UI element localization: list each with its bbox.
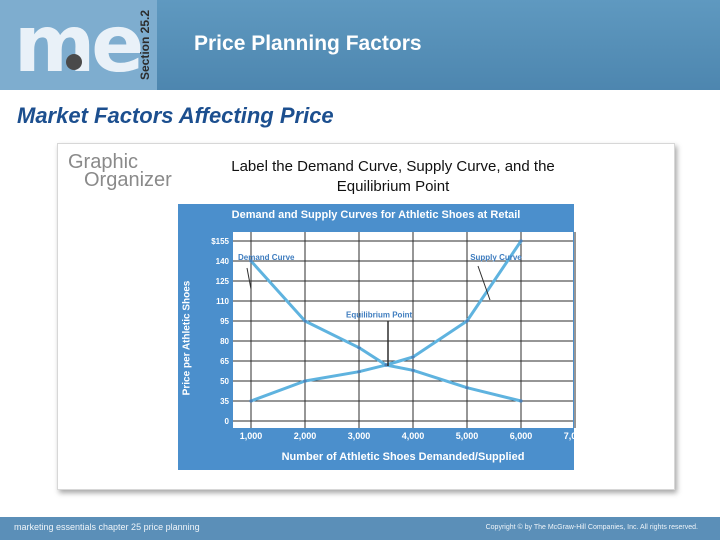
annotation-label: Demand Curve bbox=[238, 253, 295, 262]
supply-leader-line bbox=[477, 265, 491, 301]
footer-copyright: Copyright © by The McGraw-Hill Companies… bbox=[485, 524, 698, 531]
x-tick-label: 1,000 bbox=[240, 431, 263, 441]
logo-dot-icon bbox=[66, 54, 82, 70]
logo-text: me bbox=[14, 0, 144, 90]
logo: me bbox=[0, 0, 157, 90]
x-tick-label: 4,000 bbox=[402, 431, 425, 441]
organizer-label-line2: Organizer bbox=[84, 169, 172, 191]
y-tick-label: 35 bbox=[220, 397, 229, 406]
x-tick-label: 3,000 bbox=[348, 431, 371, 441]
y-tick-label: 110 bbox=[216, 297, 229, 306]
supply-point bbox=[384, 363, 388, 367]
annotation-label: Equilibrium Point bbox=[346, 310, 413, 319]
x-axis-title: Number of Athletic Shoes Demanded/Suppli… bbox=[281, 451, 525, 463]
footer-bar bbox=[0, 517, 720, 540]
y-tick-label: 65 bbox=[220, 357, 229, 366]
y-tick-label: 80 bbox=[220, 337, 229, 346]
demand-point bbox=[465, 386, 469, 390]
demand-point bbox=[249, 259, 253, 263]
supply-point bbox=[357, 370, 361, 374]
x-tick-label: 6,000 bbox=[510, 431, 533, 441]
plot-area bbox=[233, 232, 573, 428]
organizer-label-line1: Graphic bbox=[68, 151, 139, 173]
y-tick-label: 95 bbox=[220, 317, 229, 326]
y-tick-label: 140 bbox=[216, 257, 230, 266]
instruction-text: Label the Demand Curve, Supply Curve, an… bbox=[231, 158, 555, 195]
x-tick-label: 2,000 bbox=[294, 431, 317, 441]
supply-point bbox=[519, 239, 523, 243]
x-tick-label: 7,000 bbox=[564, 431, 587, 441]
y-tick-label: 50 bbox=[220, 377, 229, 386]
header-title: Price Planning Factors bbox=[194, 32, 422, 55]
demand-point bbox=[357, 346, 361, 350]
y-tick-label: $155 bbox=[211, 237, 229, 246]
demand-point bbox=[411, 368, 415, 372]
supply-point bbox=[303, 379, 307, 383]
annotation-label: Supply Curve bbox=[470, 253, 522, 262]
supply-point bbox=[249, 399, 253, 403]
x-tick-label: 5,000 bbox=[456, 431, 479, 441]
demand-leader-line bbox=[246, 267, 252, 290]
y-tick-label: 125 bbox=[216, 277, 230, 286]
demand-point bbox=[519, 399, 523, 403]
footer-course: marketing essentials chapter 25 price pl… bbox=[14, 522, 200, 532]
demand-point bbox=[303, 319, 307, 323]
slide-subtitle: Market Factors Affecting Price bbox=[17, 103, 334, 128]
supply-point bbox=[411, 355, 415, 359]
y-tick-label: 0 bbox=[225, 417, 230, 426]
supply-point bbox=[465, 319, 469, 323]
demand-curve-line bbox=[249, 259, 523, 403]
chart-title: Demand and Supply Curves for Athletic Sh… bbox=[231, 209, 521, 221]
